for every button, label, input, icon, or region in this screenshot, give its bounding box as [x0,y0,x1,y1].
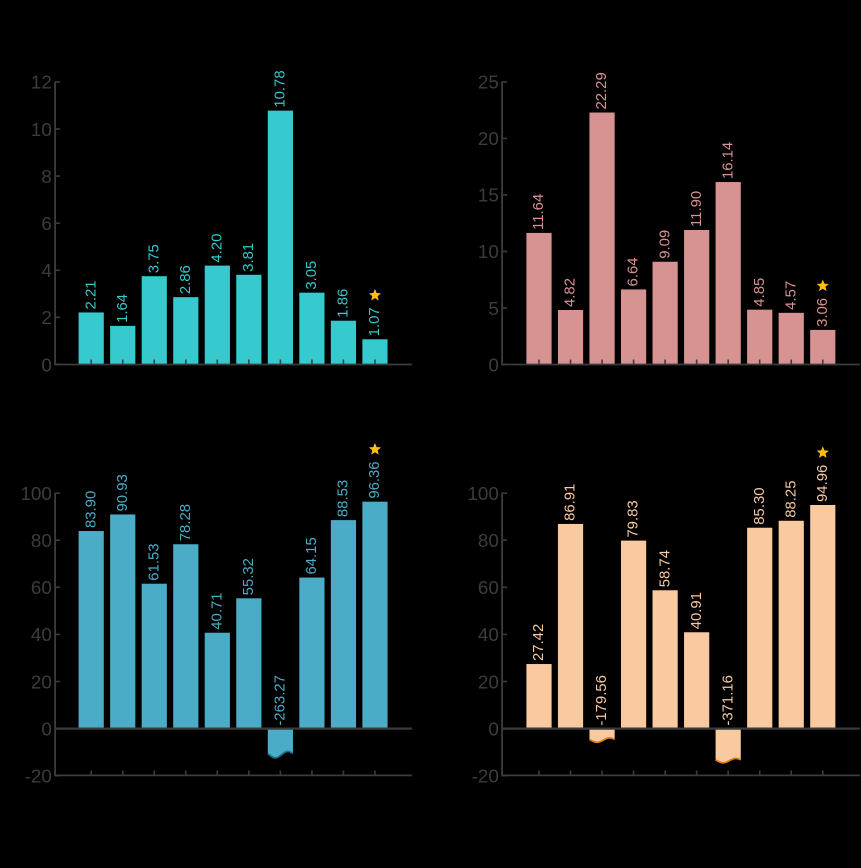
svg-text:16.14: 16.14 [720,142,736,179]
svg-text:100: 100 [467,483,498,504]
svg-text:80: 80 [31,530,52,551]
svg-text:40: 40 [31,624,52,645]
svg-text:4.82: 4.82 [563,278,579,307]
svg-text:88.25: 88.25 [783,481,799,518]
svg-text:3.75: 3.75 [146,244,162,273]
svg-text:1.07: 1.07 [367,307,383,336]
svg-text:3.81: 3.81 [241,243,257,272]
svg-text:20: 20 [478,128,499,149]
svg-text:1.64: 1.64 [115,294,131,323]
svg-text:3.05: 3.05 [304,261,320,290]
svg-text:6.64: 6.64 [626,257,642,286]
svg-text:5: 5 [488,298,498,319]
svg-text:85.30: 85.30 [752,487,768,524]
svg-text:90.93: 90.93 [115,474,131,511]
svg-text:0: 0 [488,718,498,739]
svg-text:0: 0 [41,354,51,375]
svg-text:25: 25 [478,72,499,93]
svg-text:61.53: 61.53 [146,543,162,580]
svg-text:10: 10 [478,241,499,262]
svg-text:40.71: 40.71 [209,592,225,629]
svg-text:2.21: 2.21 [83,280,99,309]
svg-text:6: 6 [41,213,51,234]
svg-text:96.36: 96.36 [367,461,383,498]
svg-text:15: 15 [478,185,499,206]
svg-text:0: 0 [41,718,51,739]
svg-text:2.86: 2.86 [178,265,194,294]
svg-text:1.86: 1.86 [336,289,352,318]
svg-text:22.29: 22.29 [594,72,610,109]
svg-text:4.20: 4.20 [209,234,225,263]
svg-text:60: 60 [31,577,52,598]
svg-text:-371.16: -371.16 [720,675,736,726]
svg-text:60: 60 [478,577,499,598]
svg-text:0: 0 [488,354,498,375]
svg-text:12: 12 [31,72,52,93]
svg-text:8: 8 [41,166,51,187]
svg-text:40: 40 [478,624,499,645]
svg-text:2: 2 [41,307,51,328]
svg-text:4.85: 4.85 [752,278,768,307]
svg-text:58.74: 58.74 [657,550,673,587]
svg-text:80: 80 [478,530,499,551]
svg-text:64.15: 64.15 [304,537,320,574]
svg-text:86.91: 86.91 [563,484,579,521]
svg-text:11.64: 11.64 [531,194,547,230]
svg-text:20: 20 [478,671,499,692]
svg-text:11.90: 11.90 [689,191,705,227]
svg-text:94.96: 94.96 [815,465,831,502]
svg-text:83.90: 83.90 [83,491,99,528]
svg-text:40.91: 40.91 [689,592,705,629]
svg-text:88.53: 88.53 [336,480,352,517]
svg-text:-263.27: -263.27 [273,675,289,726]
svg-text:20: 20 [31,671,52,692]
svg-text:79.83: 79.83 [626,500,642,537]
svg-text:78.28: 78.28 [178,504,194,541]
svg-text:-179.56: -179.56 [594,675,610,726]
svg-text:10.78: 10.78 [273,70,289,107]
svg-text:4.57: 4.57 [783,281,799,310]
svg-text:10: 10 [31,119,52,140]
svg-text:55.32: 55.32 [241,558,257,595]
svg-text:-20: -20 [25,765,52,786]
svg-text:3.06: 3.06 [815,298,831,327]
svg-text:27.42: 27.42 [531,624,547,661]
svg-text:-20: -20 [472,765,499,786]
svg-text:9.09: 9.09 [657,230,673,259]
svg-text:4: 4 [41,260,51,281]
svg-text:100: 100 [20,483,51,504]
